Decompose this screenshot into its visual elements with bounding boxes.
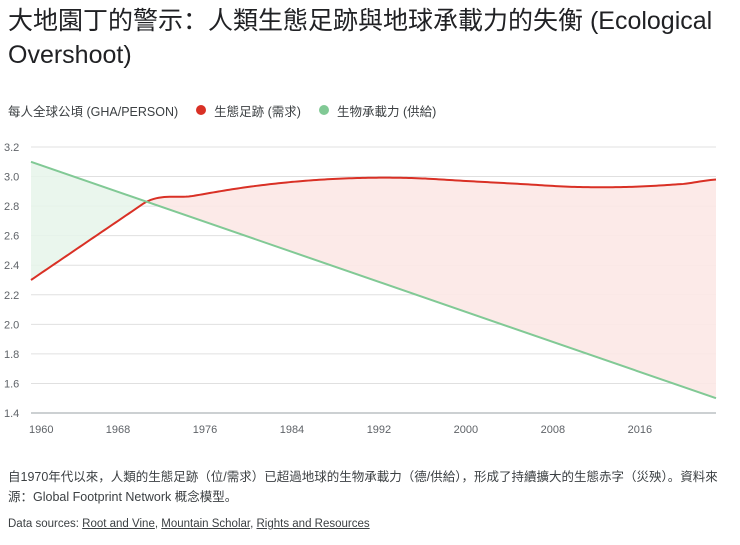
footprint-series-line: [30, 176, 717, 281]
sources-prefix: Data sources:: [8, 518, 83, 530]
chart-legend: 每人全球公頃 (GHA/PERSON) 生態足跡 (需求) 生物承載力 (供給): [8, 100, 454, 120]
area-fills: [31, 161, 717, 399]
ecological-overshoot-chart: 1.4 1.6 1.8 2.0 2.2 2.4 2.6 2.8 3.0 3.2 1960 1968 19…: [4, 142, 717, 436]
sources-separator: ,: [250, 518, 257, 530]
source-link-root-and-vine[interactable]: Root and Vine: [82, 518, 155, 530]
legend-item-biocapacity[interactable]: 生物承載力 (供給): [318, 101, 437, 120]
y-tick-label: 3.2: [4, 142, 19, 154]
y-tick-label: 2.8: [4, 201, 19, 213]
y-tick-label: 3.0: [4, 172, 19, 184]
legend-footprint-swatch: [196, 105, 207, 115]
x-tick-label: 2008: [541, 424, 565, 436]
chart-caption: 自1970年代以來，人類的生態足跡（位/需求）已超過地球的生物承載力（德/供給）…: [8, 470, 718, 504]
x-tick-label: 1976: [193, 424, 217, 436]
y-tick-label: 2.2: [4, 290, 19, 302]
axis-labels: 1.4 1.6 1.8 2.0 2.2 2.4 2.6 2.8 3.0 3.2 1960 1968 19…: [4, 142, 652, 436]
legend-unit-label: 每人全球公頃 (GHA/PERSON): [8, 104, 179, 119]
x-tick-label: 1992: [367, 424, 391, 436]
ecological-reserve-area: [31, 161, 148, 280]
legend-item-footprint[interactable]: 生態足跡 (需求): [196, 101, 301, 120]
y-tick-label: 1.4: [4, 408, 19, 420]
sources-separator: ,: [154, 518, 162, 530]
x-tick-label: 2016: [628, 424, 652, 436]
x-tick-label: 1984: [280, 424, 304, 436]
y-tick-label: 2.6: [4, 231, 19, 243]
source-link-rights-and-resources[interactable]: Rights and Resources: [256, 518, 370, 530]
legend-footprint-label: 生態足跡 (需求): [214, 104, 301, 119]
chart-title: 大地園丁的警示：人類生態足跡與地球承載力的失衡 (Ecological Over…: [8, 7, 713, 69]
series-lines: [30, 160, 717, 400]
x-tick-label: 1960: [29, 424, 53, 436]
y-tick-label: 2.4: [4, 260, 19, 272]
source-link-mountain-scholar[interactable]: Mountain Scholar: [161, 518, 251, 530]
y-tick-label: 1.8: [4, 349, 19, 361]
legend-biocapacity-swatch: [318, 105, 329, 115]
biocapacity-series-line: [30, 160, 717, 400]
y-tick-label: 2.0: [4, 319, 19, 331]
data-sources: Data sources: Root and Vine, Mountain Sc…: [8, 518, 370, 530]
ecological-deficit-area: [147, 177, 717, 399]
x-tick-label: 2000: [454, 424, 478, 436]
y-tick-label: 1.6: [4, 378, 19, 390]
legend-biocapacity-label: 生物承載力 (供給): [336, 104, 437, 119]
x-tick-label: 1968: [106, 424, 130, 436]
